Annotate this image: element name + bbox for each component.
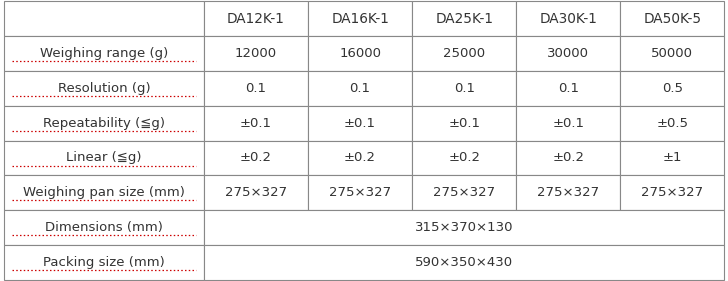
Text: ±0.2: ±0.2 <box>344 151 376 164</box>
Bar <box>620 1 724 36</box>
Bar <box>516 1 620 36</box>
Bar <box>4 140 204 175</box>
Bar <box>4 1 204 36</box>
Bar <box>204 71 308 106</box>
Text: DA12K-1: DA12K-1 <box>227 12 285 26</box>
Bar <box>412 71 516 106</box>
Text: DA25K-1: DA25K-1 <box>435 12 493 26</box>
Text: 590×350×430: 590×350×430 <box>415 256 513 269</box>
Bar <box>204 245 724 280</box>
Bar <box>412 106 516 140</box>
Text: Weighing pan size (mm): Weighing pan size (mm) <box>23 186 185 199</box>
Bar <box>516 175 620 210</box>
Text: DA30K-1: DA30K-1 <box>539 12 597 26</box>
Text: Packing size (mm): Packing size (mm) <box>43 256 165 269</box>
Bar <box>204 140 308 175</box>
Text: 0.1: 0.1 <box>558 82 579 95</box>
Bar <box>4 210 204 245</box>
Text: ±0.1: ±0.1 <box>240 117 272 130</box>
Text: 275×327: 275×327 <box>537 186 599 199</box>
Text: 50000: 50000 <box>652 47 693 60</box>
Bar <box>308 1 412 36</box>
Text: 25000: 25000 <box>443 47 486 60</box>
Text: DA16K-1: DA16K-1 <box>331 12 389 26</box>
Bar <box>308 71 412 106</box>
Text: 30000: 30000 <box>547 47 589 60</box>
Text: 12000: 12000 <box>235 47 277 60</box>
Text: ±0.5: ±0.5 <box>657 117 689 130</box>
Text: 315×370×130: 315×370×130 <box>415 221 513 234</box>
Text: ±0.2: ±0.2 <box>240 151 272 164</box>
Text: 0.1: 0.1 <box>454 82 475 95</box>
Text: 0.1: 0.1 <box>245 82 266 95</box>
Bar <box>516 140 620 175</box>
Bar <box>204 1 308 36</box>
Bar <box>4 175 204 210</box>
Bar <box>516 71 620 106</box>
Text: Weighing range (g): Weighing range (g) <box>40 47 168 60</box>
Bar <box>412 140 516 175</box>
Bar <box>4 36 204 71</box>
Bar <box>204 36 308 71</box>
Bar <box>4 245 204 280</box>
Bar <box>4 106 204 140</box>
Text: 0.1: 0.1 <box>349 82 371 95</box>
Text: ±1: ±1 <box>662 151 682 164</box>
Bar <box>412 36 516 71</box>
Text: 275×327: 275×327 <box>225 186 287 199</box>
Bar <box>412 1 516 36</box>
Bar <box>308 175 412 210</box>
Text: 275×327: 275×327 <box>433 186 495 199</box>
Text: ±0.2: ±0.2 <box>448 151 480 164</box>
Text: ±0.1: ±0.1 <box>344 117 376 130</box>
Text: Resolution (g): Resolution (g) <box>58 82 150 95</box>
Text: ±0.2: ±0.2 <box>553 151 585 164</box>
Text: Dimensions (mm): Dimensions (mm) <box>45 221 163 234</box>
Bar <box>620 71 724 106</box>
Text: Repeatability (≦g): Repeatability (≦g) <box>43 117 165 130</box>
Bar <box>204 175 308 210</box>
Bar <box>620 106 724 140</box>
Bar <box>620 140 724 175</box>
Bar <box>308 140 412 175</box>
Bar <box>204 210 724 245</box>
Text: Linear (≦g): Linear (≦g) <box>66 151 141 164</box>
Text: ±0.1: ±0.1 <box>553 117 585 130</box>
Bar <box>308 36 412 71</box>
Bar <box>516 36 620 71</box>
Bar <box>516 106 620 140</box>
Text: 275×327: 275×327 <box>641 186 703 199</box>
Text: ±0.1: ±0.1 <box>448 117 480 130</box>
Bar <box>620 36 724 71</box>
Bar <box>412 175 516 210</box>
Bar <box>204 106 308 140</box>
Bar <box>620 175 724 210</box>
Text: 275×327: 275×327 <box>329 186 391 199</box>
Bar <box>308 106 412 140</box>
Text: DA50K-5: DA50K-5 <box>644 12 701 26</box>
Text: 16000: 16000 <box>339 47 381 60</box>
Text: 0.5: 0.5 <box>662 82 683 95</box>
Bar <box>4 71 204 106</box>
